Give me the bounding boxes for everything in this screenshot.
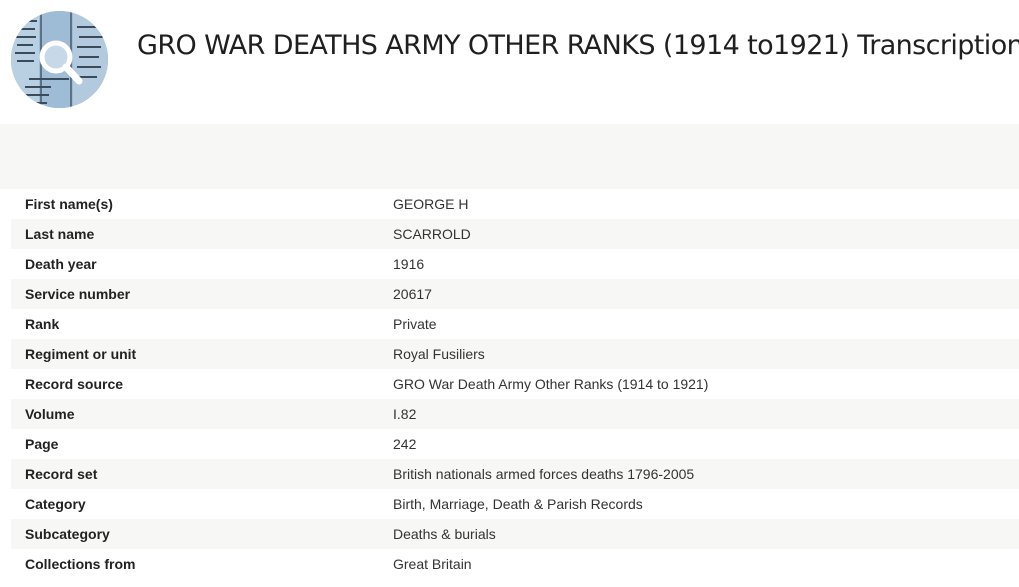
record-row: Page 242 bbox=[11, 429, 1019, 459]
record-field-label: Regiment or unit bbox=[25, 346, 137, 362]
header-band bbox=[0, 124, 1019, 189]
record-row: Collections from Great Britain bbox=[11, 549, 1019, 579]
record-field-value: Birth, Marriage, Death & Parish Records bbox=[393, 496, 643, 512]
record-details-table: First name(s) GEORGE H Last name SCARROLD De… bbox=[11, 189, 1019, 579]
record-field-value: British nationals armed forces deaths 17… bbox=[393, 466, 695, 482]
record-row: Service number 20617 bbox=[11, 279, 1019, 309]
record-field-value: 1916 bbox=[393, 256, 425, 272]
record-row: Last name SCARROLD bbox=[11, 219, 1019, 249]
record-field-value: GEORGE H bbox=[393, 196, 469, 212]
record-field-value: Private bbox=[393, 316, 437, 332]
record-row: Category Birth, Marriage, Death & Parish … bbox=[11, 489, 1019, 519]
page-title: GRO WAR DEATHS ARMY OTHER RANKS (1914 to… bbox=[137, 30, 1019, 61]
record-field-label: Record set bbox=[25, 466, 98, 482]
record-field-value: SCARROLD bbox=[393, 226, 471, 242]
record-field-label: Death year bbox=[25, 256, 97, 272]
logo-graphic bbox=[11, 11, 108, 108]
record-row: Regiment or unit Royal Fusiliers bbox=[11, 339, 1019, 369]
record-row: Volume I.82 bbox=[11, 399, 1019, 429]
record-field-label: Record source bbox=[25, 376, 124, 392]
record-field-value: 242 bbox=[393, 436, 417, 452]
record-field-label: Page bbox=[25, 436, 59, 452]
record-field-value: Great Britain bbox=[393, 556, 472, 572]
record-field-value: I.82 bbox=[393, 406, 417, 422]
record-field-value: GRO War Death Army Other Ranks (1914 to … bbox=[393, 376, 709, 392]
record-row: Death year 1916 bbox=[11, 249, 1019, 279]
record-field-value: Royal Fusiliers bbox=[393, 346, 485, 362]
magnifier-over-register-icon bbox=[11, 11, 108, 108]
record-field-value: 20617 bbox=[393, 286, 432, 302]
record-field-label: Last name bbox=[25, 226, 95, 242]
record-field-value: Deaths & burials bbox=[393, 526, 496, 542]
record-row: First name(s) GEORGE H bbox=[11, 189, 1019, 219]
record-field-label: Collections from bbox=[25, 556, 136, 572]
record-field-label: Volume bbox=[25, 406, 75, 422]
record-field-label: First name(s) bbox=[25, 196, 113, 212]
record-field-label: Subcategory bbox=[25, 526, 110, 542]
record-row: Subcategory Deaths & burials bbox=[11, 519, 1019, 549]
page-header: GRO WAR DEATHS ARMY OTHER RANKS (1914 to… bbox=[0, 0, 1019, 124]
record-field-label: Rank bbox=[25, 316, 60, 332]
record-row: Record set British nationals armed forces… bbox=[11, 459, 1019, 489]
record-row: Record source GRO War Death Army Other Ra… bbox=[11, 369, 1019, 399]
record-field-label: Service number bbox=[25, 286, 131, 302]
record-row: Rank Private bbox=[11, 309, 1019, 339]
record-field-label: Category bbox=[25, 496, 86, 512]
